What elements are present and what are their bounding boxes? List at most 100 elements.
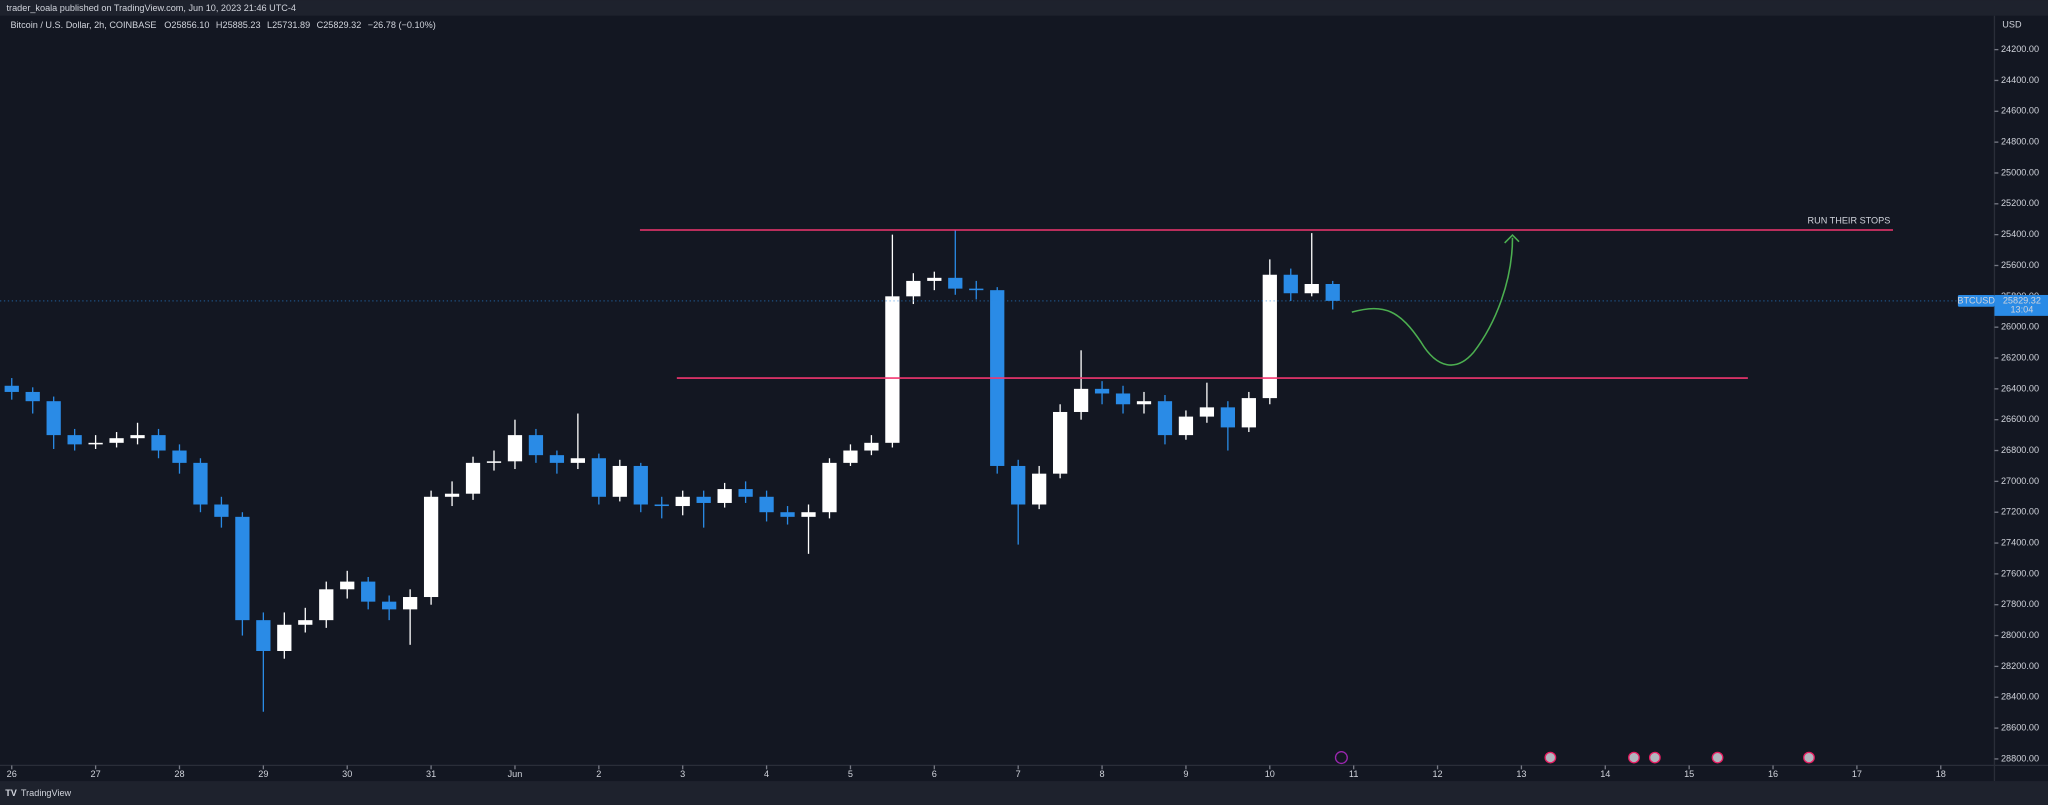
top-bar xyxy=(0,0,2048,16)
y-tick-label: 27200.00 xyxy=(2001,507,2039,517)
x-tick-label: 10 xyxy=(1265,769,1275,779)
candle-body xyxy=(423,496,439,598)
x-tick-label: 16 xyxy=(1768,769,1778,779)
symbol-tag-bg xyxy=(1957,294,1995,307)
ohlc: L25731.89 xyxy=(267,21,310,31)
candle-body xyxy=(654,504,669,507)
x-tick-label: 28 xyxy=(174,769,184,779)
y-tick-label: 28600.00 xyxy=(2001,723,2039,733)
x-tick-label: 13 xyxy=(1516,769,1526,779)
y-tick-label: 26600.00 xyxy=(2001,414,2039,424)
x-tick-label: 3 xyxy=(680,769,685,779)
event-icon[interactable] xyxy=(1544,751,1557,764)
y-tick-label: 24400.00 xyxy=(2001,75,2039,85)
event-icon[interactable] xyxy=(1711,751,1724,764)
candle-body xyxy=(780,512,795,517)
y-tick-label: 28800.00 xyxy=(2001,753,2039,763)
candle-body xyxy=(1304,283,1319,294)
x-tick-label: 18 xyxy=(1936,769,1946,779)
candle-body xyxy=(738,489,753,497)
countdown: 13:04 xyxy=(2010,304,2033,314)
ohlc: H25885.23 xyxy=(216,21,261,31)
candle-body xyxy=(256,620,271,651)
candle-body xyxy=(444,493,460,497)
candle-body xyxy=(109,438,124,443)
candle-body xyxy=(1220,407,1235,428)
y-tick-label: 25400.00 xyxy=(2001,229,2039,239)
x-tick-label: 2 xyxy=(596,769,601,779)
event-icon[interactable] xyxy=(1334,751,1348,765)
candle-body xyxy=(1178,416,1194,436)
candle-body xyxy=(214,504,229,517)
event-icon[interactable] xyxy=(1803,751,1815,764)
candle-body xyxy=(1262,274,1277,399)
candle-body xyxy=(151,435,166,451)
candle-body xyxy=(46,401,61,436)
currency: USD xyxy=(2002,19,2022,29)
x-tick-label: Jun xyxy=(508,769,523,779)
projection-arrow xyxy=(1504,234,1520,244)
candle-body xyxy=(235,516,250,621)
x-tick-label: 8 xyxy=(1100,769,1105,779)
ohlc: O25856.10 xyxy=(164,21,209,31)
legend: Bitcoin / U.S. Dollar, 2h, COINBASE O258… xyxy=(10,21,435,31)
candle-body xyxy=(801,512,816,517)
candle-body xyxy=(717,489,732,503)
candle-body xyxy=(822,462,837,513)
candle-body xyxy=(1157,401,1173,436)
x-tick-label: 4 xyxy=(764,769,769,779)
candle-body xyxy=(361,581,376,602)
candle-body xyxy=(1032,473,1047,505)
x-tick-label: 31 xyxy=(426,769,436,779)
x-tick-label: 7 xyxy=(1016,769,1021,779)
y-tick-label: 26200.00 xyxy=(2001,352,2039,362)
publisher: trader_koala published on TradingView.co… xyxy=(7,3,296,13)
candle-body xyxy=(1052,411,1068,474)
candle-body xyxy=(1011,465,1026,505)
candle-body xyxy=(4,385,19,392)
event-icon[interactable] xyxy=(1628,751,1640,764)
candle-body xyxy=(1283,274,1298,294)
annotation: RUN THEIR STOPS xyxy=(1808,215,1891,225)
candle-body xyxy=(948,277,963,289)
candle-body xyxy=(340,581,355,590)
candle-body xyxy=(843,450,858,463)
candle-body xyxy=(193,462,208,505)
candle-body xyxy=(172,450,187,463)
x-tick-label: 12 xyxy=(1432,769,1442,779)
candle-body xyxy=(633,465,648,505)
projection-curve xyxy=(1351,237,1514,366)
candle-body xyxy=(277,624,292,651)
candle-body xyxy=(319,589,334,621)
candle-body xyxy=(1241,398,1256,428)
symbol-line: Bitcoin / U.S. Dollar, 2h, COINBASE xyxy=(10,21,156,31)
plot xyxy=(0,229,1995,712)
ohlc: −26.78 (−0.10%) xyxy=(368,21,436,31)
candle-body xyxy=(549,455,565,463)
x-tick-label: 15 xyxy=(1684,769,1694,779)
candle-body xyxy=(759,496,774,513)
y-tick-label: 26000.00 xyxy=(2001,322,2039,332)
candle-body xyxy=(382,601,397,610)
y-tick-label: 25600.00 xyxy=(2001,260,2039,270)
brand-logo: TV xyxy=(5,788,18,798)
candle-body xyxy=(696,496,711,503)
event-icon[interactable] xyxy=(1648,751,1661,764)
candle-body xyxy=(1325,283,1340,301)
price-tag: 25829.32 xyxy=(2003,295,2041,305)
candle-body xyxy=(67,435,82,445)
candle-body xyxy=(570,458,585,463)
x-tick-label: 6 xyxy=(932,769,937,779)
candle-body xyxy=(927,277,942,281)
x-tick-label: 26 xyxy=(7,769,17,779)
candle-body xyxy=(402,597,418,610)
candle-body xyxy=(25,391,40,402)
y-tick-label: 27600.00 xyxy=(2001,568,2039,578)
candle-body xyxy=(130,435,145,439)
y-tick-label: 24200.00 xyxy=(2001,44,2039,54)
candle-body xyxy=(675,496,690,507)
price-tag-bg xyxy=(1994,294,2048,316)
